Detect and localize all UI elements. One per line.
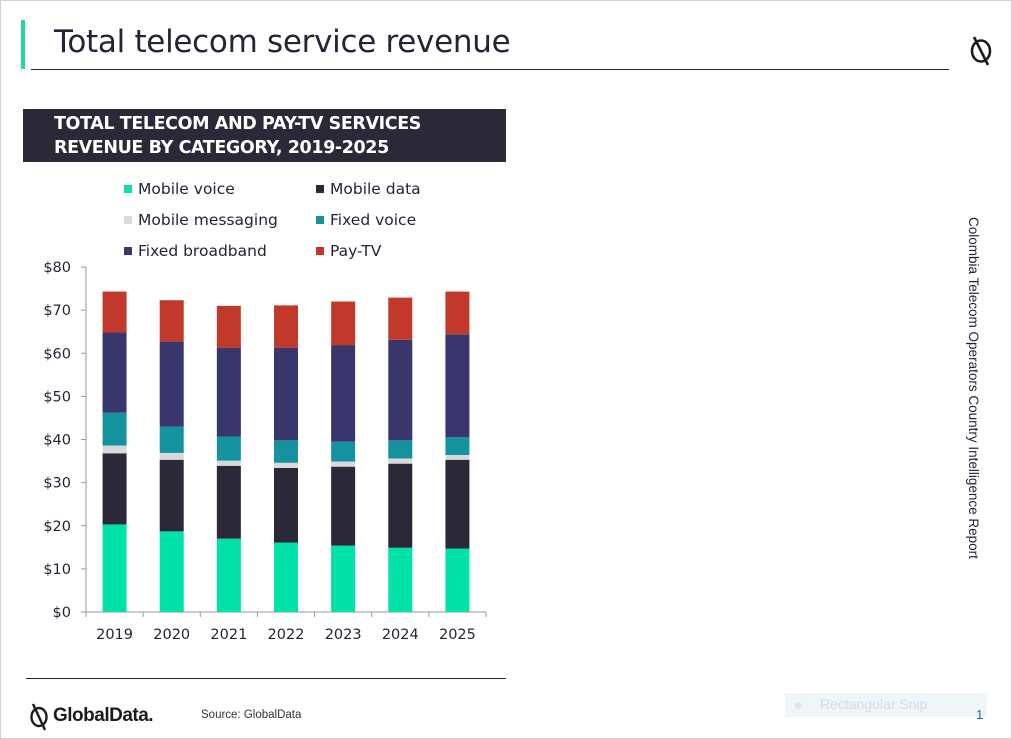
legend-item: Pay-TV bbox=[316, 242, 381, 260]
globaldata-icon bbox=[970, 36, 992, 66]
y-tick-label: $40 bbox=[43, 433, 71, 449]
bar-segment bbox=[274, 542, 298, 612]
x-tick-label: 2019 bbox=[96, 627, 133, 643]
legend-label: Mobile data bbox=[330, 180, 421, 198]
bar-segment bbox=[388, 297, 413, 340]
legend-item: Fixed voice bbox=[316, 211, 416, 229]
bar-segment bbox=[216, 436, 241, 461]
y-tick-label: $0 bbox=[53, 605, 71, 621]
rectangular-snip-overlay[interactable]: Rectangular Snip bbox=[785, 693, 987, 717]
bar-segment bbox=[102, 524, 127, 612]
title-accent-bar bbox=[21, 20, 25, 69]
y-tick-label: $80 bbox=[43, 260, 71, 276]
brand-name: GlobalData. bbox=[53, 705, 154, 726]
bar-segment bbox=[274, 467, 298, 543]
report-name: Colombia Telecom Operators Country Intel… bbox=[966, 217, 981, 559]
snip-icon bbox=[795, 702, 802, 709]
legend-label: Fixed broadband bbox=[138, 242, 267, 260]
chart-heading: TOTAL TELECOM AND PAY-TV SERVICES REVENU… bbox=[54, 114, 421, 182]
stacked-bar-chart: $0 $10 $20 $30 $40 $50 $60 $70 $80 2019 2020 2021 20… bbox=[43, 260, 487, 643]
bar-segment bbox=[159, 459, 184, 532]
bar-segment bbox=[159, 426, 184, 453]
legend-label: Mobile messaging bbox=[138, 211, 278, 229]
bar-segment bbox=[445, 548, 470, 612]
bar-segment bbox=[388, 547, 413, 612]
bar-segment bbox=[331, 301, 356, 346]
legend-item: Fixed broadband bbox=[124, 242, 267, 260]
title-divider bbox=[31, 69, 949, 70]
x-tick-label: 2022 bbox=[268, 627, 305, 643]
bar-segment bbox=[216, 347, 241, 437]
globaldata-logo-icon bbox=[30, 703, 48, 731]
x-tick-label: 2025 bbox=[439, 627, 476, 643]
bar-segment bbox=[388, 458, 413, 464]
bar-segment bbox=[159, 300, 184, 342]
bar-segment bbox=[331, 345, 356, 442]
y-tick-label: $50 bbox=[43, 389, 71, 405]
y-tick-label: $70 bbox=[43, 303, 71, 319]
legend-swatch bbox=[316, 216, 324, 224]
bar-segment bbox=[445, 437, 470, 456]
bar-segment bbox=[331, 461, 356, 467]
bar-segment bbox=[274, 305, 298, 348]
chart-heading-banner: TOTAL TELECOM AND PAY-TV SERVICES REVENU… bbox=[23, 109, 506, 182]
legend-item: Mobile messaging bbox=[124, 211, 278, 229]
bar-segment bbox=[102, 412, 127, 446]
bar-segment bbox=[331, 466, 356, 546]
bar-segment bbox=[388, 440, 413, 459]
legend-swatch bbox=[316, 185, 324, 193]
bar-segment bbox=[159, 452, 184, 460]
bar-segment bbox=[216, 465, 241, 539]
bar-segment bbox=[216, 538, 241, 612]
legend-label: Pay-TV bbox=[330, 242, 382, 260]
y-tick-label: $20 bbox=[43, 519, 71, 535]
bar-segment bbox=[445, 455, 470, 460]
x-tick-label: 2021 bbox=[210, 627, 247, 643]
x-tick-label: 2020 bbox=[153, 627, 190, 643]
legend-swatch bbox=[124, 247, 132, 255]
legend-label: Fixed voice bbox=[330, 211, 417, 229]
bar-segment bbox=[274, 347, 298, 441]
bar-segment bbox=[274, 462, 298, 468]
legend-swatch bbox=[124, 216, 132, 224]
x-tick-label: 2023 bbox=[325, 627, 362, 643]
y-tick-label: $10 bbox=[43, 562, 71, 578]
x-tick-label: 2024 bbox=[382, 627, 419, 643]
page-number: 1 bbox=[976, 707, 984, 722]
y-tick-label: $30 bbox=[43, 476, 71, 492]
bar-segment bbox=[445, 334, 470, 438]
legend-item: Mobile voice bbox=[124, 180, 235, 198]
y-tick-label: $60 bbox=[43, 346, 71, 362]
bar-segment bbox=[159, 531, 184, 612]
footer-divider bbox=[26, 678, 506, 679]
legend-swatch bbox=[124, 185, 132, 193]
bar-segment bbox=[102, 332, 127, 413]
bar-segment bbox=[102, 291, 127, 333]
bar-segment bbox=[331, 545, 356, 612]
bar-segment bbox=[331, 441, 356, 462]
bar-segment bbox=[102, 445, 127, 454]
bar-segment bbox=[216, 305, 241, 348]
source-note: Source: GlobalData bbox=[201, 709, 302, 721]
legend-item: Mobile data bbox=[316, 180, 421, 198]
bar-segment bbox=[445, 291, 470, 335]
bar-segment bbox=[274, 440, 298, 463]
bar-segment bbox=[216, 460, 241, 466]
snip-label: Rectangular Snip bbox=[820, 696, 928, 712]
report-side-label: Colombia Telecom Operators Country Intel… bbox=[966, 217, 986, 559]
page-title: Total telecom service revenue bbox=[54, 24, 511, 60]
legend-label: Mobile voice bbox=[138, 180, 235, 198]
bar-segment bbox=[388, 463, 413, 548]
legend-swatch bbox=[316, 247, 324, 255]
bar-segment bbox=[445, 459, 470, 549]
bar-segment bbox=[159, 341, 184, 427]
bar-segment bbox=[102, 453, 127, 525]
bar-segment bbox=[388, 339, 413, 441]
